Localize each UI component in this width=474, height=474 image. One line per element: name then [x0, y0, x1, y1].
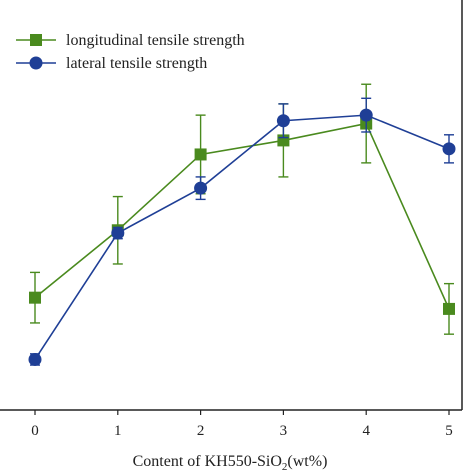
- data-point-circle: [359, 108, 373, 122]
- x-axis-ticks: 0 1 2 3 4 5: [31, 410, 453, 439]
- data-point-square: [29, 291, 41, 304]
- data-point-circle: [194, 181, 208, 195]
- series-line: [34, 114, 450, 360]
- data-point-circle: [111, 226, 125, 240]
- series-layer: [28, 83, 456, 366]
- legend-item-2: lateral tensile strength: [16, 55, 207, 72]
- series-2: [28, 97, 456, 366]
- data-point-circle: [28, 352, 42, 366]
- data-point-circle: [442, 142, 456, 156]
- x-title-main: Content of KH550-SiO: [133, 453, 282, 470]
- legend-label: lateral tensile strength: [66, 55, 207, 72]
- x-title-subscript: 2: [282, 461, 288, 473]
- series-1: [29, 83, 455, 335]
- x-tick-label: 1: [114, 423, 122, 439]
- legend-label: longitudinal tensile strength: [66, 32, 245, 49]
- legend-item-1: longitudinal tensile strength: [16, 32, 245, 49]
- x-title-tail: (wt%): [287, 453, 327, 470]
- plot-frame: [0, 0, 463, 411]
- x-axis-title: Content of KH550-SiO2(wt%): [133, 453, 328, 473]
- data-point-square: [443, 302, 455, 315]
- x-tick-label: 5: [445, 423, 453, 439]
- x-tick-label: 3: [280, 423, 288, 439]
- data-point-circle: [276, 114, 290, 128]
- x-tick-label: 2: [197, 423, 205, 439]
- x-tick-label: 4: [362, 423, 370, 439]
- series-line: [34, 122, 450, 310]
- legend: longitudinal tensile strength lateral ten…: [16, 32, 245, 72]
- x-tick-label: 0: [31, 423, 39, 439]
- data-point-square: [194, 148, 207, 161]
- legend-marker-circle: [29, 56, 43, 70]
- legend-marker-square: [30, 34, 42, 46]
